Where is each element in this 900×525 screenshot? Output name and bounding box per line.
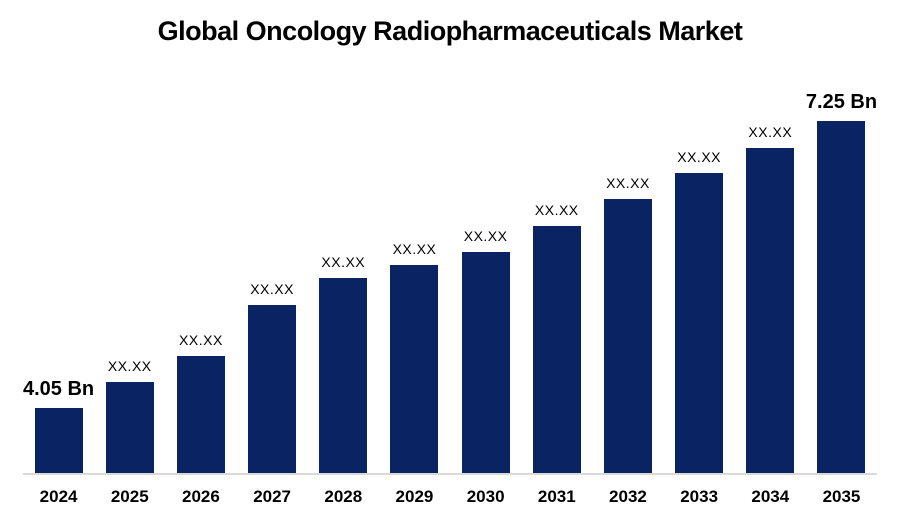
bar-2026 — [176, 356, 225, 473]
x-axis-label-2026: 2026 — [182, 487, 220, 506]
x-axis-label-2033: 2033 — [680, 487, 719, 506]
bar-slot-2035: 7.25 Bn — [806, 91, 877, 473]
x-axis-label-2028: 2028 — [324, 487, 363, 506]
x-axis-label-2031: 2031 — [537, 487, 576, 506]
bar-slot-2032: XX.XX — [592, 100, 663, 473]
bar-slot-2024: 4.05 Bn — [23, 100, 94, 473]
value-label-2027: XX.XX — [250, 281, 294, 298]
value-label-2026: XX.XX — [179, 332, 223, 349]
bar-slot-2034: XX.XX — [735, 100, 806, 473]
bar-2030 — [461, 252, 510, 473]
x-axis-labels: 2024 2025 2026 2027 2028 2029 2030 2031 2032 2033… — [23, 487, 877, 507]
bar-slot-2030: XX.XX — [450, 100, 521, 473]
bar-2029 — [390, 265, 439, 473]
bar-2025 — [105, 382, 154, 473]
bar-slot-2027: XX.XX — [237, 100, 308, 473]
bar-2028 — [319, 278, 368, 473]
value-label-2029: XX.XX — [392, 241, 437, 258]
bar-2035 — [817, 121, 866, 473]
x-axis-line — [23, 473, 877, 475]
bar-slot-2029: XX.XX — [379, 100, 450, 473]
x-axis-label-2024: 2024 — [39, 487, 78, 506]
value-label-2031: XX.XX — [534, 202, 579, 219]
value-label-2024: 4.05 Bn — [23, 378, 95, 400]
bar-2031 — [532, 226, 581, 473]
bar-slot-2031: XX.XX — [521, 100, 592, 473]
bar-2027 — [248, 305, 297, 473]
x-axis-label-2032: 2032 — [609, 487, 647, 506]
value-label-2033: XX.XX — [677, 149, 721, 166]
bar-2033 — [675, 173, 724, 473]
x-axis-label-2029: 2029 — [395, 487, 434, 506]
value-label-2034: XX.XX — [748, 124, 793, 141]
x-axis-label-2034: 2034 — [751, 487, 790, 506]
bar-slot-2026: XX.XX — [165, 100, 236, 473]
bar-slot-2025: XX.XX — [94, 100, 165, 473]
value-label-2030: XX.XX — [463, 228, 508, 245]
x-axis-label-2025: 2025 — [110, 487, 149, 506]
value-label-2032: XX.XX — [606, 175, 650, 192]
bar-2024 — [34, 408, 83, 473]
value-label-2035: 7.25 Bn — [805, 91, 878, 113]
chart-title: Global Oncology Radiopharmaceuticals Mar… — [157, 16, 743, 46]
value-label-2028: XX.XX — [321, 254, 366, 271]
bar-2034 — [746, 148, 795, 473]
x-axis-label-2027: 2027 — [253, 487, 292, 506]
x-axis-label-2035: 2035 — [822, 487, 861, 506]
bar-slot-2028: XX.XX — [308, 100, 379, 473]
bar-2032 — [603, 199, 652, 473]
bar-slot-2033: XX.XX — [664, 100, 735, 473]
x-axis-label-2030: 2030 — [466, 487, 505, 506]
plot-area: 4.05 Bn XX.XX XX.XX XX.XX XX.XX XX.XX XX.XX XX.… — [23, 91, 877, 473]
value-label-2025: XX.XX — [107, 358, 152, 375]
